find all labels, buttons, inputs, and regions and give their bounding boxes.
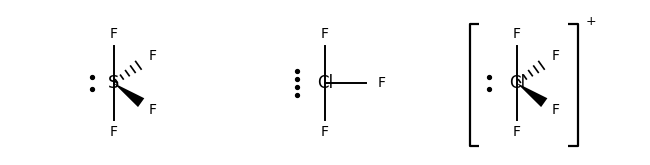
Text: F: F — [110, 125, 118, 139]
Text: S: S — [108, 74, 120, 92]
Text: F: F — [110, 27, 118, 41]
Text: F: F — [552, 50, 560, 64]
Text: F: F — [149, 102, 157, 116]
Text: Cl: Cl — [509, 74, 525, 92]
Text: Cl: Cl — [317, 74, 333, 92]
Polygon shape — [517, 83, 547, 107]
Text: +: + — [585, 15, 596, 28]
Text: F: F — [378, 76, 386, 90]
Text: F: F — [513, 27, 521, 41]
Text: F: F — [321, 27, 329, 41]
Polygon shape — [114, 83, 144, 107]
Text: F: F — [149, 50, 157, 64]
Text: F: F — [321, 125, 329, 139]
Text: F: F — [552, 102, 560, 116]
Text: F: F — [513, 125, 521, 139]
